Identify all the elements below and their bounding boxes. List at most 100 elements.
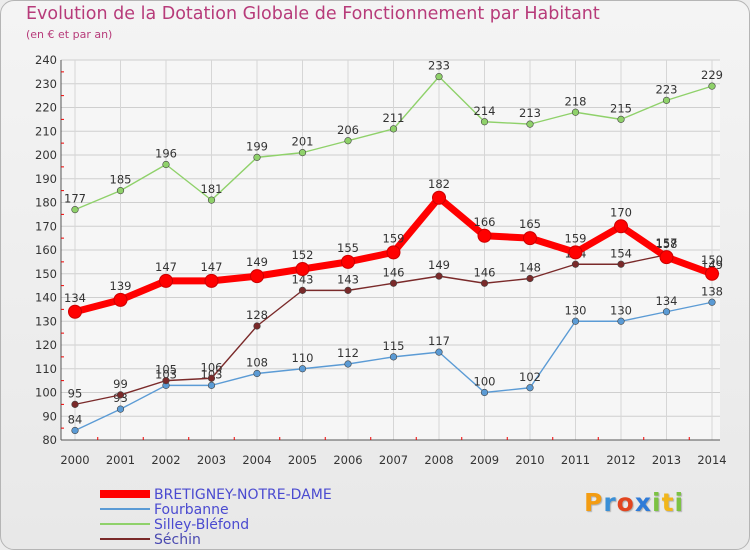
data-point	[523, 231, 537, 246]
data-label: 211	[383, 111, 405, 125]
data-label: 117	[428, 334, 450, 348]
data-label: 149	[428, 258, 450, 272]
data-point	[116, 187, 125, 195]
x-tick-label: 2000	[60, 453, 89, 467]
data-label: 181	[201, 182, 223, 196]
data-label: 95	[68, 386, 83, 400]
data-point	[435, 348, 443, 356]
data-label: 218	[565, 94, 587, 108]
data-point	[71, 206, 79, 214]
data-label: 177	[64, 192, 86, 206]
data-label: 165	[519, 217, 541, 231]
data-label: 143	[337, 272, 359, 286]
logo-letter: i	[652, 488, 662, 517]
series-1: 8493103103108110112115117100102130130134…	[68, 284, 723, 435]
y-tick-label: 170	[35, 219, 57, 233]
data-label: 99	[113, 377, 128, 391]
x-tick-label: 2009	[470, 453, 499, 467]
data-label: 166	[474, 215, 496, 229]
data-label: 199	[246, 139, 268, 153]
y-tick-label: 120	[35, 338, 57, 352]
data-point	[162, 160, 170, 169]
data-point	[162, 377, 170, 385]
y-tick-label: 220	[35, 101, 57, 115]
data-point	[435, 272, 443, 280]
data-point	[571, 260, 580, 268]
x-tick-label: 2002	[151, 453, 180, 467]
data-point	[480, 118, 489, 126]
y-tick-label: 130	[35, 314, 57, 328]
data-point	[298, 365, 307, 373]
data-point	[659, 250, 674, 265]
data-point	[295, 262, 310, 276]
data-label: 170	[610, 205, 632, 219]
data-label: 147	[155, 260, 177, 274]
logo-letter: x	[634, 488, 652, 517]
data-point	[250, 269, 264, 284]
data-point	[116, 391, 125, 399]
y-tick-label: 110	[35, 362, 57, 376]
data-label: 213	[519, 106, 541, 120]
data-point	[298, 286, 307, 294]
data-point	[708, 298, 716, 306]
y-tick-label: 80	[42, 433, 57, 447]
data-label: 139	[110, 279, 132, 293]
data-point	[705, 266, 719, 281]
data-point	[708, 82, 716, 90]
data-point	[526, 384, 534, 392]
data-point	[159, 273, 173, 288]
data-label: 157	[656, 236, 678, 250]
x-tick-label: 2001	[106, 453, 135, 467]
data-label: 130	[565, 303, 587, 317]
data-label: 154	[610, 246, 632, 260]
legend-label: BRETIGNEY-NOTRE-DAME	[154, 487, 332, 503]
y-tick-label: 100	[35, 386, 57, 400]
data-label: 233	[428, 59, 450, 73]
data-label: 185	[110, 173, 132, 187]
data-label: 134	[64, 291, 86, 305]
data-point	[662, 96, 671, 104]
data-label: 196	[155, 147, 177, 161]
x-tick-label: 2013	[652, 453, 681, 467]
legend-label: Silley-Bléfond	[154, 517, 249, 533]
data-point	[389, 279, 398, 287]
data-point	[113, 292, 128, 307]
data-label: 229	[701, 68, 723, 82]
data-label: 215	[610, 101, 632, 115]
logo-letter: r	[603, 488, 617, 517]
data-point	[617, 260, 625, 268]
x-tick-label: 2010	[515, 453, 544, 467]
data-point	[253, 369, 261, 378]
data-point	[341, 254, 355, 269]
data-label: 143	[292, 272, 314, 286]
data-label: 105	[155, 363, 177, 377]
data-point	[253, 322, 261, 330]
data-label: 159	[565, 231, 587, 245]
data-label: 214	[474, 104, 496, 118]
y-tick-label: 150	[35, 267, 57, 281]
data-point	[344, 137, 352, 145]
data-point	[207, 381, 216, 389]
data-label: 112	[337, 346, 359, 360]
data-point	[526, 274, 534, 283]
data-point	[571, 108, 580, 116]
y-tick-label: 190	[35, 172, 57, 186]
data-label: 84	[68, 413, 83, 427]
data-label: 102	[519, 370, 541, 384]
logo-letter: o	[616, 488, 635, 517]
y-tick-label: 160	[35, 243, 57, 257]
legend-label: Fourbanne	[154, 502, 229, 518]
x-tick-label: 2003	[197, 453, 226, 467]
legend-label: Séchin	[154, 532, 201, 548]
y-tick-label: 200	[35, 148, 57, 162]
x-tick-label: 2006	[333, 453, 362, 467]
data-point	[571, 317, 580, 325]
y-tick-label: 230	[35, 77, 57, 91]
data-point	[477, 228, 492, 243]
x-tick-label: 2014	[697, 453, 726, 467]
data-label: 155	[337, 241, 359, 255]
data-point	[435, 73, 443, 81]
x-tick-label: 2011	[561, 453, 590, 467]
data-point	[344, 360, 352, 368]
